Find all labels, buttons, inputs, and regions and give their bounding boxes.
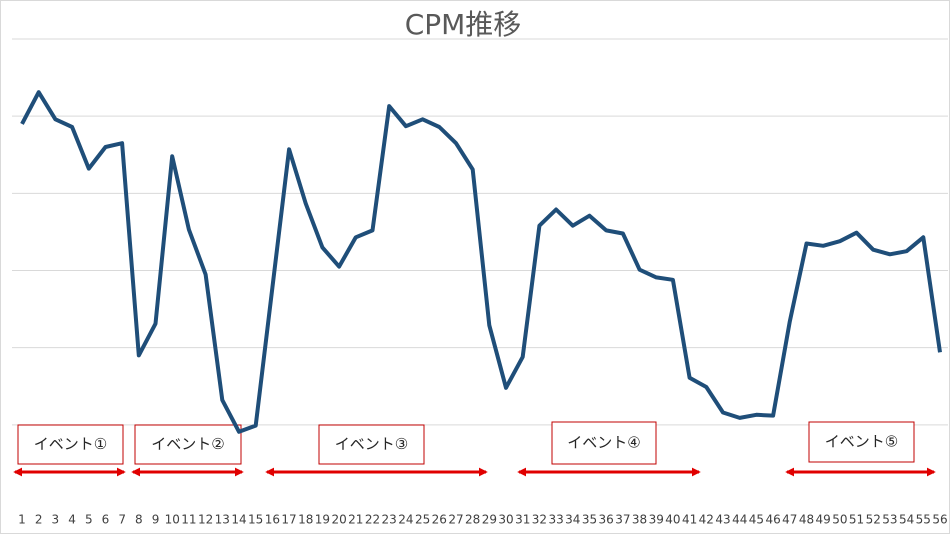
- x-tick-label: 16: [265, 513, 280, 527]
- event-label: イベント②: [151, 435, 224, 453]
- x-tick-label: 51: [849, 513, 864, 527]
- x-tick-label: 32: [532, 513, 547, 527]
- x-tick-label: 13: [215, 513, 230, 527]
- event-label: イベント⑤: [825, 433, 898, 451]
- x-tick-label: 26: [432, 513, 447, 527]
- event-box: [134, 424, 242, 465]
- x-tick-label: 43: [715, 513, 730, 527]
- x-tick-label: 41: [682, 513, 697, 527]
- x-tick-label: 22: [365, 513, 380, 527]
- x-tick-label: 46: [765, 513, 780, 527]
- x-tick-label: 11: [181, 513, 196, 527]
- event-box: [808, 421, 915, 463]
- x-tick-label: 29: [482, 513, 497, 527]
- x-tick-label: 24: [398, 513, 413, 527]
- x-tick-label: 6: [102, 513, 110, 527]
- x-tick-label: 2: [35, 513, 43, 527]
- x-tick-label: 56: [932, 513, 947, 527]
- events: イベント① イベント② イベント③ イベント④ イベント⑤: [13, 421, 936, 477]
- x-tick-label: 34: [565, 513, 580, 527]
- x-tick-label: 21: [348, 513, 363, 527]
- event-label: イベント④: [567, 434, 640, 452]
- x-tick-label: 53: [882, 513, 897, 527]
- x-tick-label: 49: [816, 513, 831, 527]
- x-tick-label: 36: [599, 513, 614, 527]
- x-tick-label: 8: [135, 513, 143, 527]
- x-tick-label: 5: [85, 513, 93, 527]
- x-tick-label: 38: [632, 513, 647, 527]
- x-tick-label: 7: [118, 513, 126, 527]
- event-label: イベント③: [335, 435, 408, 453]
- x-tick-label: 19: [315, 513, 330, 527]
- x-tick-label: 10: [165, 513, 180, 527]
- event-label: イベント①: [34, 435, 107, 453]
- x-tick-label: 52: [866, 513, 881, 527]
- x-tick-label: 33: [548, 513, 563, 527]
- x-tick-label: 48: [799, 513, 814, 527]
- x-tick-label: 14: [231, 513, 246, 527]
- event-box: [17, 424, 124, 465]
- data-line: [20, 90, 942, 434]
- chart-title: CPM推移: [405, 8, 522, 41]
- x-tick-label: 25: [415, 513, 430, 527]
- event-box: [551, 421, 657, 465]
- x-tick-label: 50: [832, 513, 847, 527]
- x-tick-label: 23: [382, 513, 397, 527]
- x-tick-label: 15: [248, 513, 263, 527]
- x-tick-label: 20: [331, 513, 346, 527]
- x-tick-label: 54: [899, 513, 914, 527]
- x-tick-label: 55: [916, 513, 931, 527]
- x-tick-label: 44: [732, 513, 747, 527]
- x-tick-label: 9: [152, 513, 160, 527]
- x-tick-label: 1: [18, 513, 26, 527]
- x-tick-label: 18: [298, 513, 313, 527]
- x-tick-label: 37: [615, 513, 630, 527]
- x-tick-label: 39: [649, 513, 664, 527]
- x-tick-label: 47: [782, 513, 797, 527]
- x-tick-label: 30: [498, 513, 513, 527]
- x-tick-label: 17: [281, 513, 296, 527]
- x-tick-label: 12: [198, 513, 213, 527]
- x-tick-label: 35: [582, 513, 597, 527]
- x-tick-label: 42: [699, 513, 714, 527]
- event-box: [318, 424, 425, 465]
- x-tick-label: 3: [52, 513, 60, 527]
- x-tick-label: 4: [68, 513, 76, 527]
- x-tick-label: 28: [465, 513, 480, 527]
- x-tick-label: 45: [749, 513, 764, 527]
- x-tick-label: 27: [448, 513, 463, 527]
- x-tick-label: 40: [665, 513, 680, 527]
- x-tick-label: 31: [515, 513, 530, 527]
